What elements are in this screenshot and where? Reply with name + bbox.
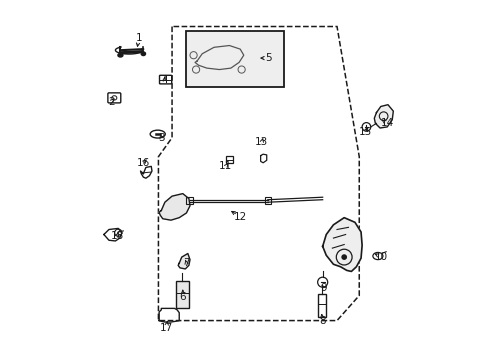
Bar [225, 156, 233, 163]
Text: 18: 18 [110, 231, 123, 240]
Text: 2: 2 [107, 97, 114, 107]
Text: 12: 12 [233, 212, 246, 221]
Ellipse shape [141, 52, 145, 55]
Polygon shape [159, 194, 190, 220]
Text: 5: 5 [265, 53, 272, 63]
Text: 4: 4 [161, 75, 168, 85]
Text: 14: 14 [380, 118, 393, 128]
Text: 11: 11 [219, 161, 232, 171]
Text: 17: 17 [160, 323, 173, 333]
Text: 1: 1 [135, 33, 142, 43]
Text: 9: 9 [320, 283, 327, 293]
Bar [176, 282, 188, 309]
Bar [186, 31, 284, 87]
Polygon shape [373, 105, 392, 128]
Bar [186, 197, 192, 204]
Text: 15: 15 [358, 127, 371, 136]
Polygon shape [322, 218, 362, 271]
Text: 3: 3 [158, 133, 164, 143]
Polygon shape [178, 253, 190, 269]
Text: 8: 8 [319, 316, 325, 325]
Bar [317, 294, 325, 317]
Text: 10: 10 [374, 252, 387, 262]
Text: 16: 16 [137, 158, 150, 168]
Bar [265, 197, 270, 204]
Text: 13: 13 [255, 138, 268, 147]
Text: 7: 7 [183, 258, 189, 268]
Circle shape [341, 254, 346, 260]
Text: 6: 6 [179, 292, 186, 302]
Ellipse shape [118, 53, 122, 57]
